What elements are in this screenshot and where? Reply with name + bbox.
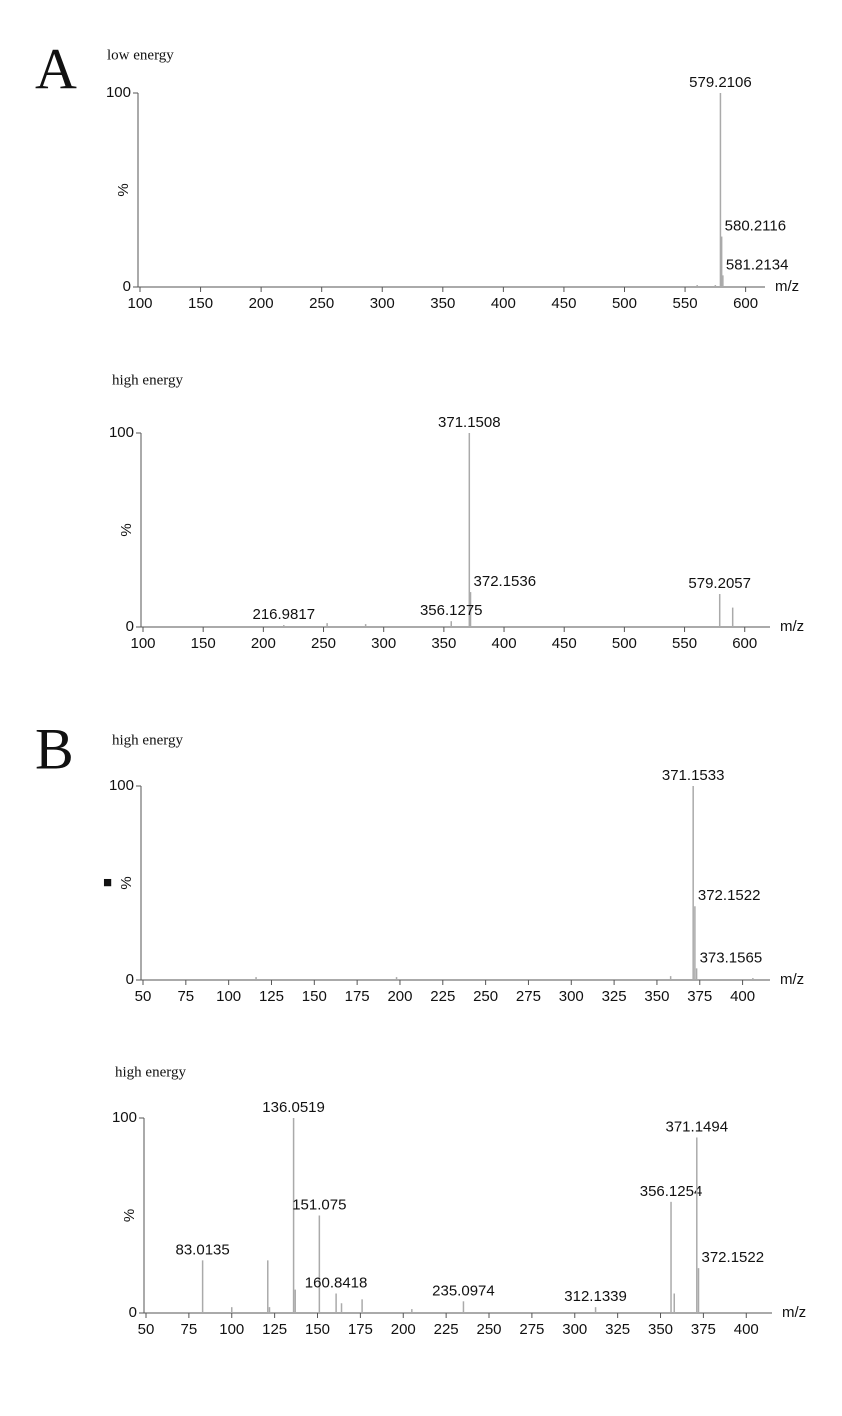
x-tick-label: 325 [605,1321,630,1338]
x-tick-label: 150 [302,988,327,1005]
x-axis-label: m/z [782,1304,806,1321]
x-tick-label: 250 [309,295,334,312]
x-tick-label: 300 [371,635,396,652]
y-axis-label: % [115,183,132,196]
x-tick-label: 225 [430,988,455,1005]
x-tick-label: 350 [430,295,455,312]
x-tick-label: 250 [476,1321,501,1338]
peak-label: 136.0519 [262,1099,325,1116]
peak-label: 216.9817 [252,606,315,623]
x-tick-label: 550 [673,295,698,312]
x-tick-label: 300 [370,295,395,312]
x-tick-label: 175 [348,1321,373,1338]
x-axis-label: m/z [775,278,799,295]
peak-label: 235.0974 [432,1282,495,1299]
x-axis-label: m/z [780,618,804,635]
x-tick-label: 250 [473,988,498,1005]
x-tick-label: 50 [135,988,152,1005]
x-tick-label: 125 [262,1321,287,1338]
x-axis-label: m/z [780,971,804,988]
x-tick-label: 150 [191,635,216,652]
x-tick-label: 400 [492,635,517,652]
peak-label: 373.1565 [700,949,763,966]
y-tick-label: 100 [106,84,131,101]
x-tick-label: 600 [733,295,758,312]
x-tick-label: 100 [127,295,152,312]
peak-label: 356.1254 [640,1183,703,1200]
x-tick-label: 500 [612,295,637,312]
subtitle: high energy [112,372,183,388]
x-tick-label: 75 [177,988,194,1005]
y-axis-label: % [121,1209,138,1222]
peak-label: 356.1275 [420,602,483,619]
x-tick-label: 275 [519,1321,544,1338]
subtitle: low energy [107,47,174,63]
x-tick-label: 375 [691,1321,716,1338]
x-tick-label: 100 [216,988,241,1005]
x-tick-label: 400 [730,988,755,1005]
y-tick-label: 100 [109,424,134,441]
peak-label: 371.1494 [666,1118,729,1135]
x-tick-label: 100 [219,1321,244,1338]
peak-label: 372.1536 [474,573,537,590]
x-tick-label: 275 [516,988,541,1005]
x-tick-label: 50 [138,1321,155,1338]
peak-label: 83.0135 [176,1241,230,1258]
x-tick-label: 200 [391,1321,416,1338]
annotation: ■ [103,874,112,891]
x-tick-label: 500 [612,635,637,652]
y-tick-label: 0 [123,278,131,295]
x-tick-label: 300 [562,1321,587,1338]
panel-label: A [35,36,77,101]
peak-label: 579.2057 [688,575,751,592]
x-tick-label: 400 [491,295,516,312]
x-tick-label: 225 [434,1321,459,1338]
x-tick-label: 350 [644,988,669,1005]
panel-label: B [35,716,74,781]
x-tick-label: 125 [259,988,284,1005]
peak-label: 372.1522 [698,887,761,904]
x-tick-label: 350 [431,635,456,652]
x-tick-label: 200 [249,295,274,312]
peak-label: 160.8418 [305,1274,368,1291]
peak-label: 371.1508 [438,414,501,431]
y-tick-label: 100 [109,777,134,794]
y-axis-label: % [118,523,135,536]
x-tick-label: 200 [251,635,276,652]
x-tick-label: 400 [734,1321,759,1338]
peak-label: 580.2116 [725,218,786,235]
x-tick-label: 550 [672,635,697,652]
x-tick-label: 350 [648,1321,673,1338]
peak-label: 579.2106 [689,74,752,91]
peak-label: 312.1339 [564,1288,627,1305]
peak-label: 371.1533 [662,767,725,784]
x-tick-label: 375 [687,988,712,1005]
x-tick-label: 100 [130,635,155,652]
y-tick-label: 0 [126,618,134,635]
x-tick-label: 450 [551,295,576,312]
x-tick-label: 200 [387,988,412,1005]
y-tick-label: 100 [112,1109,137,1126]
x-tick-label: 150 [188,295,213,312]
x-tick-label: 325 [602,988,627,1005]
peak-label: 372.1522 [702,1249,765,1266]
x-tick-label: 300 [559,988,584,1005]
x-tick-label: 250 [311,635,336,652]
y-tick-label: 0 [126,971,134,988]
subtitle: high energy [115,1064,186,1080]
peak-label: 151.075 [292,1196,346,1213]
subtitle: high energy [112,732,183,748]
peak-label: 581.2134 [726,256,789,273]
x-tick-label: 600 [732,635,757,652]
x-tick-label: 450 [552,635,577,652]
x-tick-label: 150 [305,1321,330,1338]
x-tick-label: 175 [345,988,370,1005]
x-tick-label: 75 [181,1321,198,1338]
y-axis-label: % [118,876,135,889]
y-tick-label: 0 [129,1304,137,1321]
